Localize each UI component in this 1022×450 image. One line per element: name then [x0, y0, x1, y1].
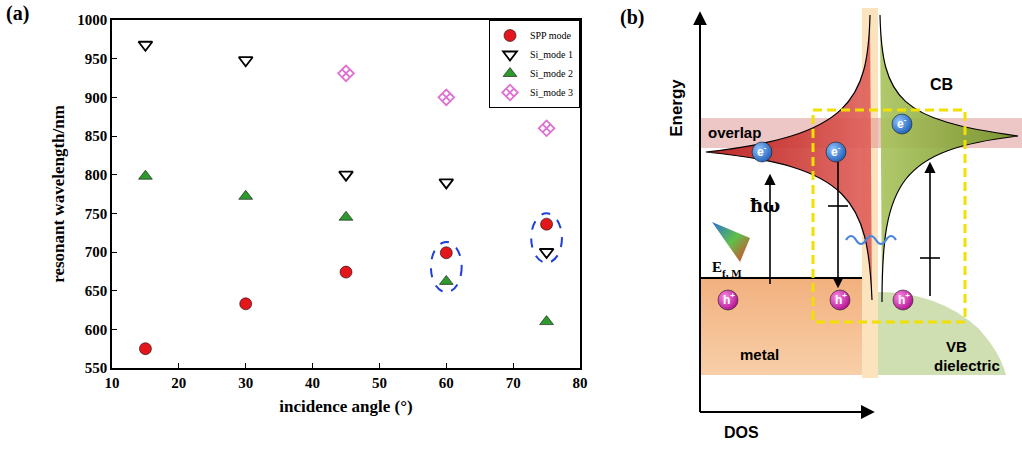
svg-text:CB: CB	[930, 76, 953, 93]
svg-text:800: 800	[85, 167, 108, 183]
svg-text:metal: metal	[740, 346, 779, 363]
svg-text:60: 60	[439, 375, 454, 391]
svg-text:50: 50	[372, 375, 387, 391]
svg-text:dielectric: dielectric	[934, 357, 1000, 374]
svg-text:Si_mode 1: Si_mode 1	[530, 49, 573, 60]
html-text:(a): (a)	[6, 2, 30, 24]
svg-text:overlap: overlap	[708, 124, 761, 141]
svg-text:h+: h+	[723, 291, 735, 307]
svg-text:850: 850	[85, 128, 108, 144]
svg-text:900: 900	[85, 90, 108, 106]
svg-text:1000: 1000	[77, 12, 107, 28]
svg-text:e-: e-	[757, 143, 767, 159]
svg-text:resonant wavelength/nm: resonant wavelength/nm	[49, 105, 68, 283]
svg-text:30: 30	[238, 375, 253, 391]
svg-text:e-: e-	[897, 115, 907, 131]
svg-text:DOS: DOS	[724, 424, 759, 441]
svg-text:(b): (b)	[620, 6, 644, 29]
svg-text:700: 700	[85, 244, 108, 260]
svg-text:h+: h+	[898, 291, 910, 307]
svg-text:20: 20	[171, 375, 186, 391]
svg-text:Si_mode 2: Si_mode 2	[530, 68, 573, 79]
svg-text:80: 80	[573, 375, 588, 391]
svg-text:incidence angle (°): incidence angle (°)	[279, 397, 412, 416]
svg-text:Energy: Energy	[667, 79, 686, 137]
svg-text:Si_mode 3: Si_mode 3	[530, 87, 573, 98]
svg-text:40: 40	[305, 375, 320, 391]
svg-text:600: 600	[85, 322, 108, 338]
svg-text:SPP mode: SPP mode	[530, 30, 572, 41]
svg-text:950: 950	[85, 51, 108, 67]
svg-text:70: 70	[506, 375, 521, 391]
svg-text:VB: VB	[946, 338, 967, 355]
svg-text:650: 650	[85, 283, 108, 299]
svg-text:550: 550	[85, 360, 108, 376]
svg-text:750: 750	[85, 206, 108, 222]
svg-text:10: 10	[105, 375, 120, 391]
svg-text:Ef, M: Ef, M	[712, 259, 742, 279]
svg-text:h+: h+	[835, 291, 847, 307]
svg-text:ħω: ħω	[750, 195, 780, 216]
svg-text:e-: e-	[831, 143, 841, 159]
